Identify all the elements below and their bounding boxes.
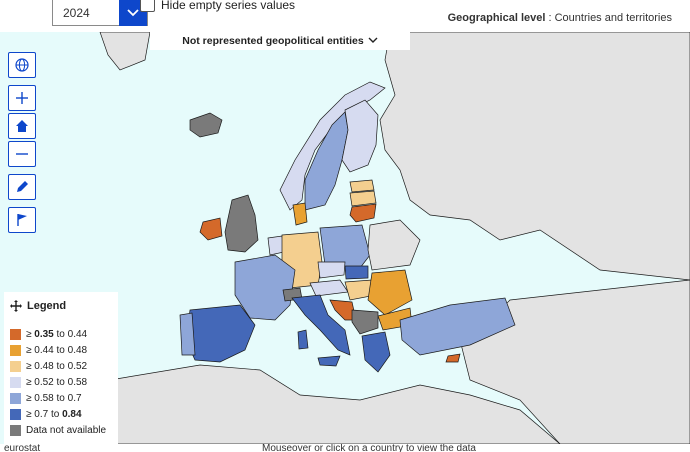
map-country-cyprus bbox=[445, 353, 461, 363]
geo-level-label: Geographical level bbox=[447, 12, 546, 24]
geo-level-value: Countries and territories bbox=[554, 12, 672, 24]
globe-button[interactable] bbox=[8, 52, 36, 78]
map-region-belarus-ukraine bbox=[367, 219, 421, 271]
map-country-romania bbox=[367, 269, 413, 316]
map-country-iceland bbox=[189, 112, 223, 138]
legend-swatch bbox=[10, 424, 21, 436]
map-country-turkey bbox=[399, 297, 516, 356]
legend-swatch bbox=[10, 376, 21, 388]
map-country-balkans bbox=[351, 309, 379, 335]
zoom-in-button[interactable] bbox=[8, 85, 36, 111]
zoom-in-icon bbox=[16, 92, 28, 104]
not-represented-toggle[interactable]: Not represented geopolitical entities bbox=[150, 32, 410, 50]
map-country-latvia bbox=[349, 190, 377, 207]
flag-button[interactable] bbox=[8, 207, 36, 233]
map-country-spain bbox=[185, 304, 256, 363]
map-country-croatia bbox=[329, 299, 357, 321]
map-country-slovakia bbox=[344, 265, 369, 280]
map-country-lithuania bbox=[349, 203, 377, 223]
legend-title: Legend bbox=[27, 300, 67, 312]
legend-swatch bbox=[10, 328, 21, 340]
footer-credit: eurostat bbox=[4, 444, 41, 452]
map-country-austria bbox=[309, 279, 349, 297]
legend-label: Data not available bbox=[26, 424, 107, 436]
map-country-ireland bbox=[199, 217, 223, 241]
map-country-poland bbox=[319, 224, 371, 269]
pencil-icon bbox=[17, 181, 28, 192]
footer: eurostat Mouseover or click on a country… bbox=[0, 444, 690, 452]
map-country-uk bbox=[224, 194, 259, 253]
legend-label: ≥ 0.48 to 0.52 bbox=[26, 360, 88, 372]
legend-items: ≥ 0.35 to 0.44 ≥ 0.44 to 0.48 ≥ 0.48 to 0.… bbox=[10, 326, 112, 438]
map-country-norway bbox=[279, 81, 386, 211]
legend-swatch bbox=[10, 392, 21, 404]
map-region-greenland bbox=[99, 32, 151, 71]
map-country-estonia bbox=[349, 179, 375, 193]
home-icon bbox=[16, 120, 28, 132]
map-country-netherlands bbox=[267, 235, 285, 256]
footer-hint: Mouseover or click on a country to view … bbox=[262, 444, 476, 452]
legend-item[interactable]: ≥ 0.52 to 0.58 bbox=[10, 374, 112, 390]
legend-item[interactable]: ≥ 0.7 to 0.84 bbox=[10, 406, 112, 422]
map-country-greece bbox=[361, 331, 391, 373]
legend-item[interactable]: ≥ 0.58 to 0.7 bbox=[10, 390, 112, 406]
legend-swatch bbox=[10, 360, 21, 372]
legend-label: ≥ 0.52 to 0.58 bbox=[26, 376, 88, 388]
legend-item[interactable]: ≥ 0.44 to 0.48 bbox=[10, 342, 112, 358]
geo-level: Geographical level : Countries and terri… bbox=[447, 12, 672, 24]
top-controls: 2024 Hide empty series values Geographic… bbox=[0, 0, 690, 32]
map-country-italy bbox=[291, 294, 351, 356]
chevron-down-icon bbox=[368, 35, 378, 47]
map-country-portugal bbox=[179, 312, 196, 356]
home-button[interactable] bbox=[8, 113, 36, 139]
map-country-denmark bbox=[292, 202, 308, 226]
legend-swatch bbox=[10, 344, 21, 356]
not-represented-label: Not represented geopolitical entities bbox=[182, 35, 364, 47]
flag-icon bbox=[17, 214, 27, 226]
zoom-out-icon bbox=[16, 153, 28, 155]
legend-header[interactable]: Legend bbox=[10, 300, 112, 312]
legend-item[interactable]: ≥ 0.48 to 0.52 bbox=[10, 358, 112, 374]
legend-label: ≥ 0.58 to 0.7 bbox=[26, 392, 82, 404]
map-country-sicily bbox=[317, 355, 341, 367]
legend-item[interactable]: ≥ 0.35 to 0.44 bbox=[10, 326, 112, 342]
map-country-france bbox=[234, 254, 296, 321]
year-value: 2024 bbox=[63, 5, 90, 20]
legend-label: ≥ 0.44 to 0.48 bbox=[26, 344, 88, 356]
legend-label: ≥ 0.35 to 0.44 bbox=[26, 328, 88, 340]
globe-icon bbox=[15, 58, 29, 72]
map-canvas[interactable] bbox=[0, 32, 690, 444]
legend-label: ≥ 0.7 to 0.84 bbox=[26, 408, 82, 420]
map-region-north-africa bbox=[109, 364, 561, 444]
legend-swatch bbox=[10, 408, 21, 420]
hide-empty-label: Hide empty series values bbox=[161, 0, 296, 12]
map-region-russia bbox=[379, 32, 690, 281]
hide-empty-toggle[interactable]: Hide empty series values bbox=[140, 0, 295, 12]
zoom-out-button[interactable] bbox=[8, 141, 36, 167]
move-icon[interactable] bbox=[10, 300, 22, 312]
map-country-finland bbox=[341, 99, 379, 173]
year-select[interactable]: 2024 bbox=[52, 0, 148, 26]
hide-empty-checkbox[interactable] bbox=[140, 0, 155, 12]
legend-panel: Legend ≥ 0.35 to 0.44 ≥ 0.44 to 0.48 ≥ 0.4… bbox=[4, 292, 118, 444]
map-country-czechia bbox=[317, 261, 346, 279]
edit-button[interactable] bbox=[8, 174, 36, 200]
europe-map[interactable] bbox=[0, 32, 690, 444]
legend-item[interactable]: Data not available bbox=[10, 422, 112, 438]
map-country-sardinia bbox=[297, 329, 309, 350]
